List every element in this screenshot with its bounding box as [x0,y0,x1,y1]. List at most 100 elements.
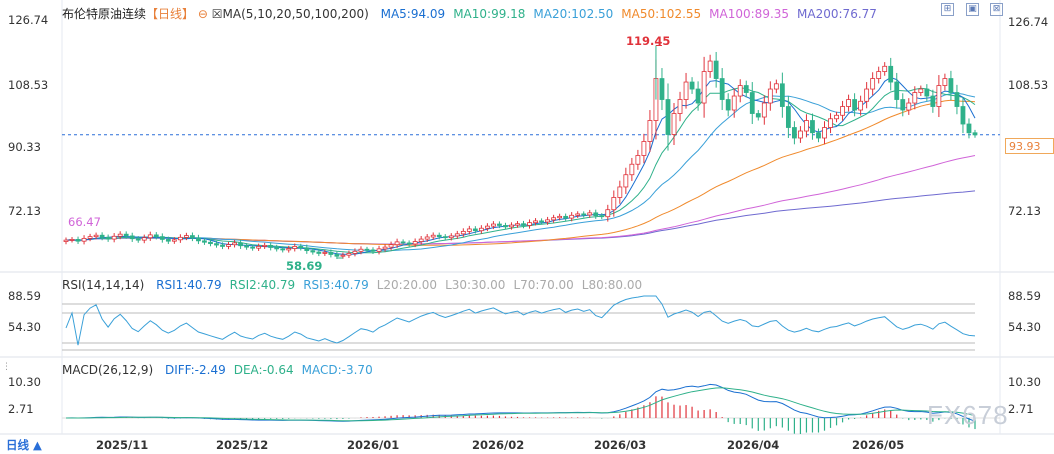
ma-value: MA100:89.35 [709,7,790,21]
candle [599,215,605,218]
ma10-line [65,87,976,254]
time-tick: 2026/04 [727,438,780,452]
time-tick: 2025/11 [96,438,149,452]
candle [515,223,520,226]
diff-line [65,383,976,422]
macd-value: MACD:-3.70 [301,363,373,377]
candle [177,236,183,241]
chart-header: 布伦特原油连续【日线】 ⊖ ☒MA(5,10,20,50,100,200) MA… [62,5,877,22]
time-tick: 2025/12 [216,438,269,452]
ma-toggle-icon[interactable]: ☒ [211,7,223,21]
macd-label: MACD(26,12,9) [62,363,154,377]
candle [539,220,544,223]
candle [924,88,930,97]
rsi-value: RSI2:40.79 [229,278,296,292]
ma-label: MA(5,10,20,50,100,200) [222,7,369,21]
macd-tick-right: 2.71 [1008,402,1034,416]
candle [617,186,623,198]
candle [328,251,334,255]
ma20-line [65,92,976,252]
candle [629,163,635,176]
ma-value: MA200:76.77 [797,7,877,21]
candle [436,234,442,238]
candle [123,233,129,237]
candle [232,242,237,246]
candle [268,244,274,248]
high-annotation: 119.45 [626,34,671,48]
candle [220,244,225,247]
candle [196,237,201,242]
candle [159,236,165,240]
rsi-value: L80:80.00 [581,278,643,292]
candle [226,244,231,247]
ma-values: MA5:94.09 MA10:99.18 MA20:102.50 MA50:102.5… [373,7,877,21]
ma-value: MA10:99.18 [453,7,526,21]
candle [521,223,526,226]
candle [208,241,213,245]
candle [743,85,749,93]
macd-header: MACD(26,12,9) DIFF:-2.49 DEA:-0.64 MACD:-3… [62,363,373,377]
candle [942,78,948,86]
expand-icon[interactable]: ⊞ [941,3,954,16]
candle [954,92,960,107]
y-tick-right: 126.74 [1008,15,1049,29]
candle [593,212,599,217]
timeframe-selector[interactable]: 日线 ▲ [6,438,42,452]
candle [448,235,454,239]
candle [111,235,117,240]
candle [888,65,894,83]
grid-icon[interactable]: ▣ [966,3,979,16]
time-tick: 2026/03 [594,438,647,452]
candle [418,238,424,242]
candle [286,248,292,251]
candle [773,83,779,90]
candle [75,239,81,242]
candle [677,99,683,114]
candle [424,236,430,240]
candle [725,99,731,111]
candle [569,214,575,219]
candle [63,239,69,242]
candle [202,240,207,243]
candle [737,85,743,97]
candle [713,60,719,79]
candle [430,234,436,238]
candle [828,118,833,128]
candle [183,235,189,238]
candle [250,246,256,249]
close-icon[interactable]: ⊠ [990,3,1003,16]
candle [834,114,839,120]
candle [364,248,370,251]
dea-line [66,387,976,422]
candle [611,197,617,211]
candle [581,213,587,216]
candle [406,242,412,245]
candle [292,246,298,249]
rsi-value: L70:70.00 [513,278,574,292]
candle [779,83,785,107]
candle [298,246,304,249]
period-label[interactable]: 【日线】 [146,7,195,21]
candle [527,222,532,226]
candle [870,78,876,90]
candle [358,248,364,252]
candle [960,106,966,125]
ma100-line [65,155,976,245]
candle [497,223,502,226]
time-tick: 2026/02 [472,438,525,452]
candle [689,81,695,90]
candle [322,251,328,254]
rsi-tick-left: 54.30 [8,320,41,334]
candle [478,227,484,232]
candle [545,219,550,223]
rsi-label: RSI(14,14,14) [62,278,145,292]
candle [316,251,322,254]
pane-divider-handle[interactable]: ⋮ [2,362,11,372]
candle [659,78,665,100]
candle [460,230,466,235]
macd-value: DIFF:-2.49 [164,363,226,377]
candle [503,225,508,228]
settings-icon[interactable]: ⊖ [197,7,208,21]
candle [816,132,821,139]
